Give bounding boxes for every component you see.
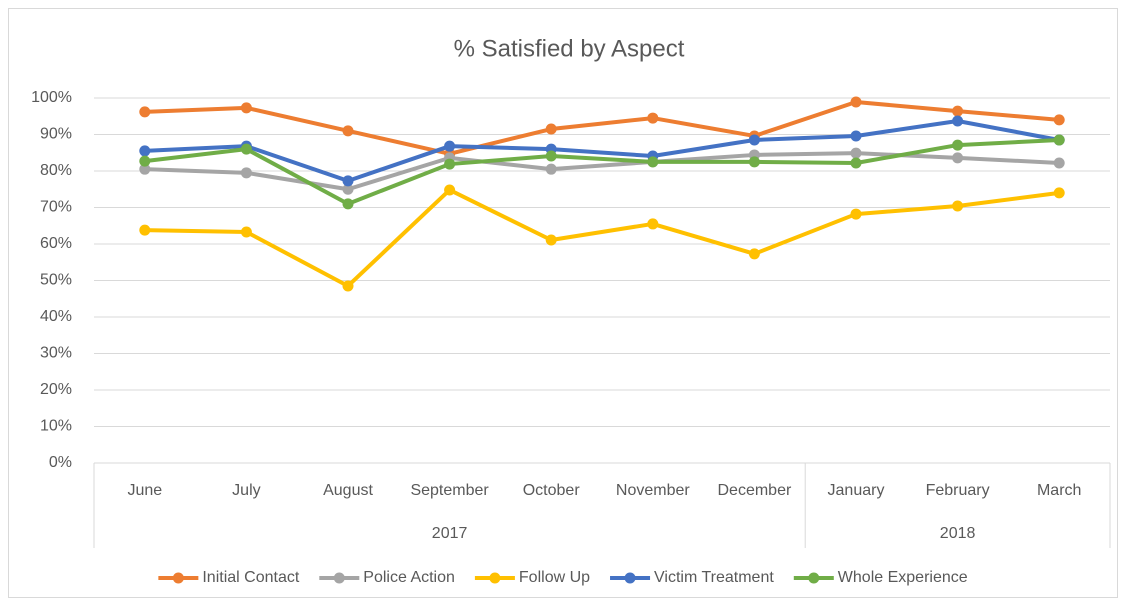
y-tick-label: 40% [40,308,72,325]
data-point [748,156,760,168]
data-point [342,198,354,210]
data-point [139,163,151,175]
chart-frame [8,8,1118,598]
data-point [1053,157,1065,169]
legend-marker [624,572,636,584]
x-group-label: 2017 [432,525,468,542]
data-point [240,226,252,238]
y-tick-label: 0% [49,454,72,471]
x-tick-label: June [127,482,162,499]
data-point [545,123,557,135]
series-line [144,118,1060,183]
data-point [850,157,862,169]
y-tick-label: 60% [40,235,72,252]
x-tick-label: December [717,482,791,499]
data-point [342,183,354,195]
legend-label: Initial Contact [202,569,299,586]
data-point [342,280,354,292]
data-point [545,234,557,246]
data-point [647,112,659,124]
data-point [850,208,862,220]
data-point [647,156,659,168]
data-point [952,200,964,212]
data-point [850,147,862,159]
chart-title: % Satisfied by Aspect [454,35,685,62]
data-point [545,150,557,162]
legend-marker [808,572,820,584]
data-point [748,248,760,260]
data-point [240,143,252,155]
data-point [1053,114,1065,126]
series-line [144,187,1060,288]
legend-label: Whole Experience [838,569,968,586]
data-point [240,167,252,179]
legend-label: Victim Treatment [654,569,774,586]
legend-marker [489,572,501,584]
legend-label: Police Action [363,569,455,586]
legend-marker [333,572,345,584]
x-tick-label: November [616,482,690,499]
data-point [647,218,659,230]
y-tick-label: 80% [40,162,72,179]
data-point [444,158,456,170]
series-line [144,100,1060,156]
data-point [139,155,151,167]
x-tick-label: September [410,482,489,499]
data-point [952,152,964,164]
x-tick-label: October [523,482,581,499]
data-point [139,145,151,157]
data-point [139,106,151,118]
x-tick-label: January [828,482,885,499]
data-point [139,224,151,236]
data-point [1053,134,1065,146]
data-point [342,175,354,187]
x-group-label: 2018 [940,525,976,542]
data-point [342,125,354,137]
y-tick-label: 10% [40,418,72,435]
legend-marker [172,572,184,584]
x-tick-label: July [232,482,260,499]
data-point [952,139,964,151]
data-point [748,134,760,146]
data-point [444,184,456,196]
data-point [952,115,964,127]
data-point [545,163,557,175]
data-point [240,102,252,114]
y-tick-label: 100% [31,89,72,106]
data-point [1053,187,1065,199]
data-point [850,96,862,108]
x-tick-label: February [926,482,990,499]
y-tick-label: 20% [40,381,72,398]
legend-label: Follow Up [519,569,590,586]
y-tick-label: 50% [40,272,72,289]
x-tick-label: March [1037,482,1081,499]
y-tick-label: 90% [40,126,72,143]
series-line [144,137,1060,206]
y-tick-label: 30% [40,345,72,362]
data-point [952,105,964,117]
data-point [444,140,456,152]
data-point [850,130,862,142]
x-tick-label: August [323,482,373,499]
y-tick-label: 70% [40,199,72,216]
